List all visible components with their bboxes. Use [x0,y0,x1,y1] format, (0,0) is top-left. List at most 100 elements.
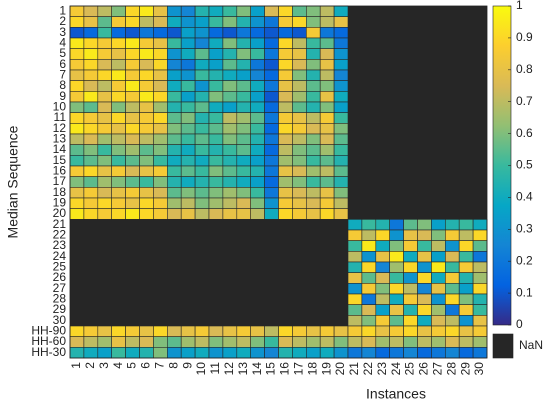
heatmap-cell [180,112,196,124]
heatmap-cell [264,144,279,156]
heatmap-cell [97,69,113,81]
heatmap-cell [167,347,182,359]
heatmap-cell [292,133,307,145]
heatmap-cell [333,336,349,348]
x-tick-label: 6 [139,362,153,369]
heatmap-cell [236,48,252,60]
heatmap-cell [472,325,488,337]
heatmap-cell [264,133,279,145]
heatmap-cell [278,197,293,209]
heatmap-cell [69,27,85,39]
heatmap-cell [431,304,446,316]
heatmap-cell [389,283,404,295]
heatmap-cell [180,123,196,135]
heatmap-cell [167,48,182,60]
heatmap-cell [250,27,265,39]
heatmap-cell [305,187,321,199]
heatmap-cell [153,208,168,220]
heatmap-cell [292,16,307,28]
heatmap-cell [361,283,377,295]
heatmap-cell [333,112,349,124]
heatmap-cell [472,219,488,231]
heatmap-cell [333,123,349,135]
heatmap-cell [305,91,321,103]
heatmap-cell [97,155,113,167]
heatmap-cell [333,27,349,39]
heatmap-cell [83,347,99,359]
heatmap-cell [125,48,140,60]
heatmap-cell [347,219,363,231]
heatmap-cell [458,261,474,273]
heatmap-cell [83,133,99,145]
heatmap-cell [194,144,210,156]
heatmap-cell [250,336,265,348]
heatmap-cell [347,347,363,359]
heatmap-cell [431,347,446,359]
heatmap-cell [278,133,293,145]
heatmap-cell [278,336,293,348]
heatmap-cell [264,59,279,71]
heatmap-cell [97,336,113,348]
heatmap-cell [83,197,99,209]
x-tick-label: 28 [444,362,458,376]
heatmap-cell [125,16,140,28]
heatmap-cell [208,59,224,71]
heatmap-cell [194,91,210,103]
y-tick-label: 20 [53,206,67,220]
heatmap-cell [208,91,224,103]
y-tick-label: HH-90 [31,324,66,338]
heatmap-cell [69,144,85,156]
heatmap-cell [83,27,99,39]
heatmap-cell [180,325,196,337]
heatmap-cell [319,37,335,49]
heatmap-cell [278,325,293,337]
heatmap-cell [180,80,196,92]
heatmap-cell [444,315,460,327]
heatmap-cell [305,123,321,135]
heatmap-cell [222,325,238,337]
x-tick-label: 5 [125,362,139,369]
y-tick-label: 7 [59,68,66,82]
heatmap-cell [222,48,238,60]
heatmap-cell [264,37,279,49]
heatmap-cell [472,251,488,263]
heatmap-cell [319,69,335,81]
colorbar-tick-label: 0.7 [516,94,533,108]
heatmap-cell [278,144,293,156]
heatmap-cell [264,336,279,348]
heatmap-cell [250,144,265,156]
heatmap-cell [417,283,432,295]
heatmap-cell [139,176,154,188]
heatmap-cell [305,80,321,92]
heatmap-cell [347,229,363,241]
heatmap-cell [167,27,182,39]
heatmap-cell [264,155,279,167]
heatmap-cell [139,101,154,113]
heatmap-cell [83,336,99,348]
heatmap-cell [305,69,321,81]
heatmap-cell [236,69,252,81]
heatmap-cell [97,112,113,124]
heatmap-cell [292,91,307,103]
heatmap-cell [139,144,154,156]
heatmap-cell [167,80,182,92]
heatmap-cell [278,48,293,60]
heatmap-cell [208,347,224,359]
heatmap-cell [194,123,210,135]
heatmap-cell [167,91,182,103]
heatmap-cell [333,187,349,199]
heatmap-cell [83,325,99,337]
heatmap-cell [292,325,307,337]
heatmap-cell [236,91,252,103]
heatmap-cell [250,208,265,220]
heatmap-cell [69,176,85,188]
heatmap-cell [111,208,126,220]
heatmap-cell [97,101,113,113]
heatmap-cell [389,293,404,305]
heatmap-cell [222,123,238,135]
heatmap-cell [264,69,279,81]
heatmap-cell [139,112,154,124]
heatmap-cell [305,144,321,156]
heatmap-cell [444,325,460,337]
y-tick-label: 22 [53,228,67,242]
